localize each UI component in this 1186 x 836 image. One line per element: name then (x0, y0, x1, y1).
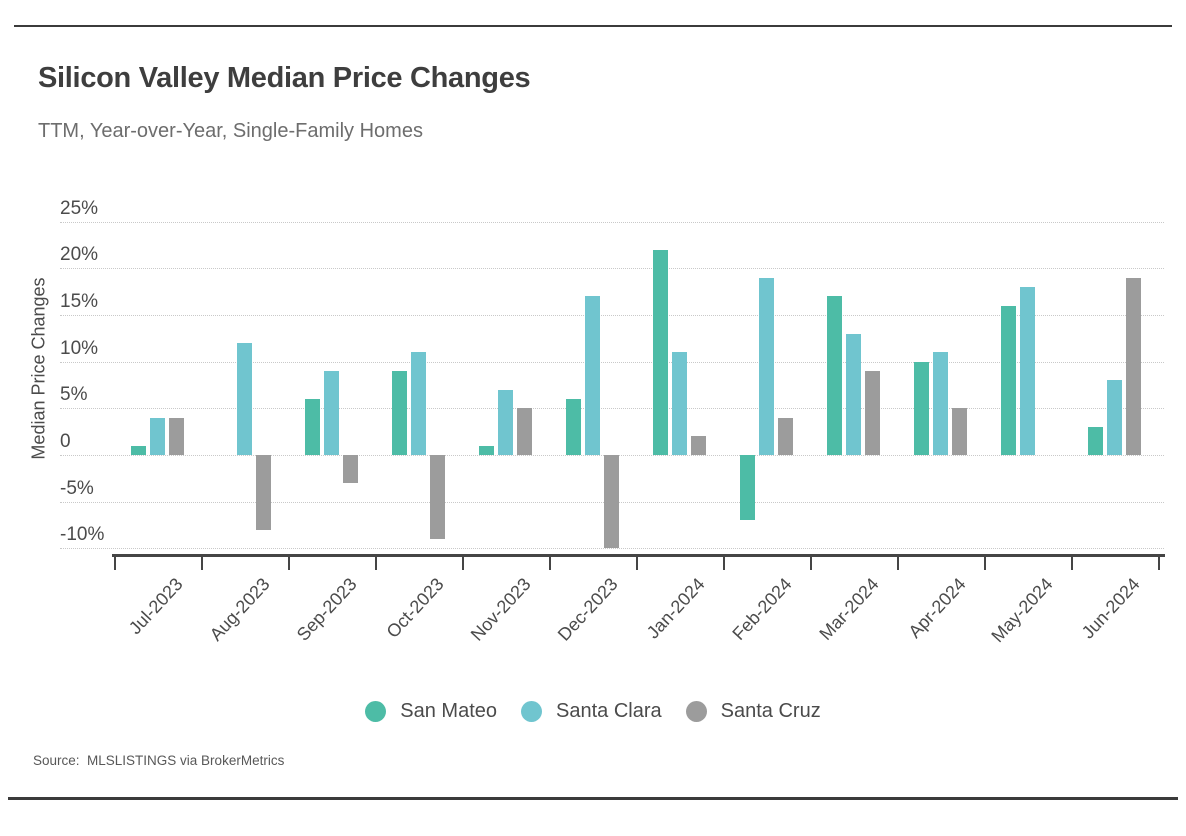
bar-san-mateo-sep-2023 (305, 399, 320, 455)
top-divider (14, 25, 1172, 27)
source-note: Source: MLSLISTINGS via BrokerMetrics (33, 753, 285, 768)
legend-item-san-mateo: San Mateo (365, 700, 497, 723)
bar-santa-cruz-feb-2024 (778, 417, 793, 455)
bar-santa-clara-may-2024 (1020, 287, 1035, 455)
x-tick-11 (1071, 555, 1073, 570)
bar-santa-clara-oct-2023 (411, 352, 426, 455)
x-tick-label-jun-2024: Jun-2024 (1077, 574, 1144, 643)
x-tick-0 (114, 555, 116, 570)
bar-santa-cruz-mar-2024 (865, 371, 880, 455)
bar-san-mateo-dec-2023 (566, 399, 581, 455)
x-tick-8 (810, 555, 812, 570)
bar-santa-cruz-nov-2023 (517, 408, 532, 455)
x-axis-line (112, 554, 1165, 557)
gridline--10 (60, 548, 1164, 550)
bar-santa-clara-nov-2023 (498, 389, 513, 455)
bar-santa-cruz-dec-2023 (604, 455, 619, 549)
x-tick-7 (723, 555, 725, 570)
chart-title: Silicon Valley Median Price Changes (38, 62, 531, 94)
bar-santa-cruz-sep-2023 (343, 455, 358, 483)
x-tick-1 (201, 555, 203, 570)
legend-dot-santa-clara (521, 701, 543, 722)
bar-santa-cruz-apr-2024 (952, 408, 967, 455)
x-tick-10 (984, 555, 986, 570)
y-tick-label-25: 25% (60, 197, 99, 219)
bar-san-mateo-oct-2023 (392, 371, 407, 455)
x-tick-label-feb-2024: Feb-2024 (728, 574, 796, 644)
bar-santa-cruz-aug-2023 (256, 455, 271, 530)
x-tick-label-oct-2023: Oct-2023 (382, 574, 448, 642)
bar-santa-clara-jul-2023 (150, 417, 165, 455)
legend-label-santa-cruz: Santa Cruz (720, 700, 821, 722)
x-tick-6 (636, 555, 638, 570)
x-tick-label-sep-2023: Sep-2023 (292, 574, 361, 645)
bottom-divider (8, 797, 1178, 800)
bar-santa-cruz-jun-2024 (1126, 277, 1141, 455)
x-tick-5 (549, 555, 551, 570)
bar-san-mateo-jan-2024 (653, 249, 668, 455)
y-tick-label-20: 20% (60, 244, 99, 266)
bar-santa-cruz-jan-2024 (691, 436, 706, 455)
bar-san-mateo-nov-2023 (479, 445, 494, 455)
x-tick-label-nov-2023: Nov-2023 (466, 574, 535, 645)
bar-santa-clara-jun-2024 (1107, 380, 1122, 455)
chart-subtitle: TTM, Year-over-Year, Single-Family Homes (38, 120, 423, 142)
y-tick-label-15: 15% (60, 291, 99, 312)
bar-santa-clara-sep-2023 (324, 371, 339, 455)
bar-san-mateo-mar-2024 (827, 296, 842, 455)
bar-santa-clara-dec-2023 (585, 296, 600, 455)
legend-label-santa-clara: Santa Clara (556, 700, 662, 722)
gridline-5 (60, 408, 1164, 410)
bar-santa-clara-feb-2024 (759, 277, 774, 455)
x-tick-label-jan-2024: Jan-2024 (642, 574, 709, 643)
x-tick-12 (1158, 555, 1160, 570)
x-tick-label-aug-2023: Aug-2023 (205, 574, 274, 645)
bar-san-mateo-jun-2024 (1088, 427, 1103, 455)
y-axis-title: Median Price Changes (28, 277, 49, 460)
x-tick-9 (897, 555, 899, 570)
bar-santa-clara-apr-2024 (933, 352, 948, 455)
gridline-10 (60, 361, 1164, 363)
bar-san-mateo-apr-2024 (914, 361, 929, 455)
y-tick-label-5: 5% (60, 384, 88, 406)
legend-label-san-mateo: San Mateo (400, 700, 498, 722)
bar-san-mateo-jul-2023 (131, 445, 146, 455)
legend-dot-san-mateo (365, 701, 387, 722)
bar-santa-cruz-jul-2023 (169, 417, 184, 455)
y-tick-label-0: 0 (60, 431, 71, 452)
x-tick-label-dec-2023: Dec-2023 (553, 574, 622, 645)
x-tick-4 (462, 555, 464, 570)
gridline-25 (60, 221, 1164, 223)
y-tick-label-10: 10% (60, 337, 99, 359)
bar-santa-clara-aug-2023 (237, 343, 252, 455)
legend-dot-santa-cruz (685, 701, 707, 722)
x-tick-label-mar-2024: Mar-2024 (815, 574, 883, 644)
x-tick-2 (288, 555, 290, 570)
legend-item-santa-cruz: Santa Cruz (685, 700, 821, 723)
bar-santa-clara-mar-2024 (846, 333, 861, 455)
legend-item-santa-clara: Santa Clara (521, 700, 662, 723)
x-tick-label-may-2024: May-2024 (987, 574, 1057, 647)
bar-santa-cruz-oct-2023 (430, 455, 445, 539)
bar-santa-clara-jan-2024 (672, 352, 687, 455)
y-tick-label--10: -10% (60, 524, 105, 546)
y-tick-label--5: -5% (60, 477, 94, 499)
bar-san-mateo-feb-2024 (740, 455, 755, 521)
legend: San Mateo Santa Clara Santa Cruz (0, 700, 1186, 723)
gridline-15 (60, 315, 1164, 316)
x-tick-3 (375, 555, 377, 570)
x-tick-label-apr-2024: Apr-2024 (904, 574, 970, 642)
bar-san-mateo-may-2024 (1001, 305, 1016, 455)
x-tick-label-jul-2023: Jul-2023 (124, 574, 187, 639)
gridline-20 (60, 268, 1164, 270)
